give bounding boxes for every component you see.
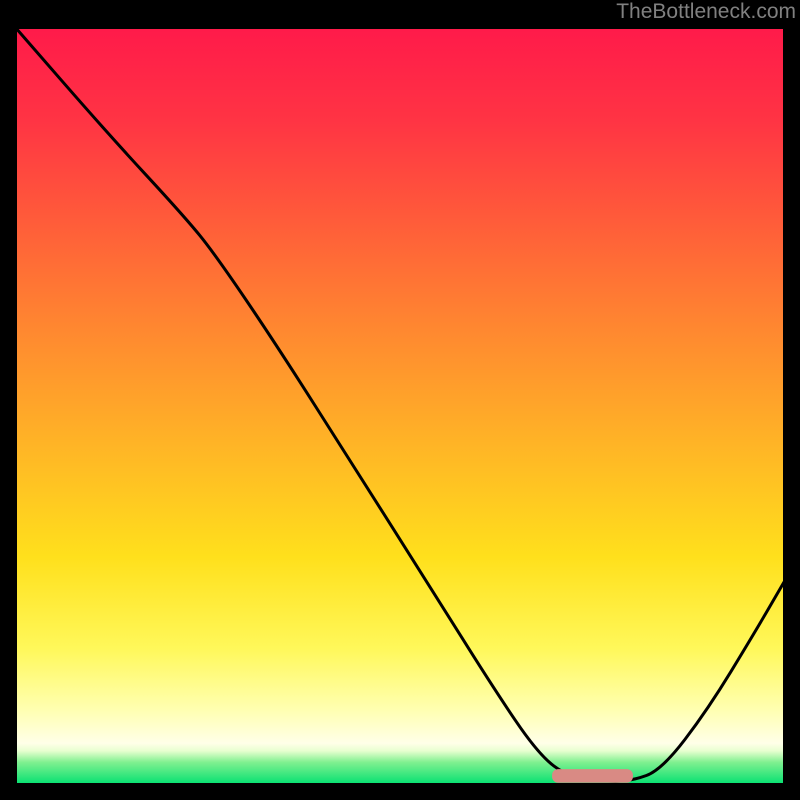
bottleneck-chart xyxy=(0,0,800,800)
optimal-marker xyxy=(552,769,633,783)
attribution-text: TheBottleneck.com xyxy=(616,0,796,24)
plot-background xyxy=(15,27,785,785)
